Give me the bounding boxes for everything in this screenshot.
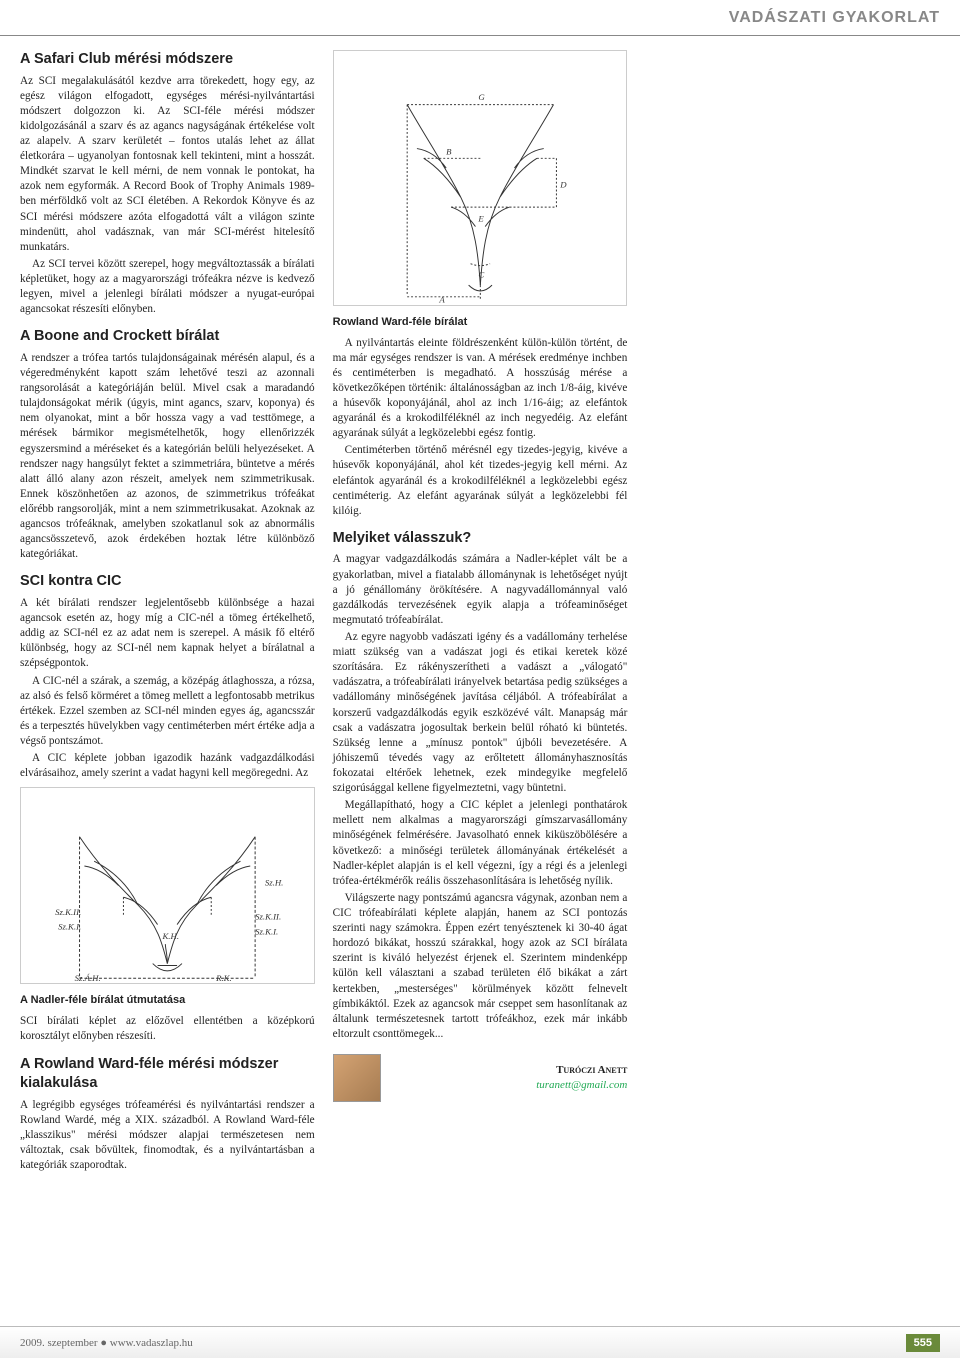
- heading-safari: A Safari Club mérési módszere: [20, 50, 315, 70]
- para-9: Centiméterben történő mérésnél egy tized…: [333, 443, 628, 519]
- label-szk1: Sz.K.I.: [58, 922, 81, 932]
- label-szah: Sz.Á.H.: [75, 973, 101, 983]
- label-d: D: [559, 180, 567, 190]
- heading-sci-cic: SCI kontra CIC: [20, 572, 315, 592]
- para-2: Az SCI tervei között szerepel, hogy megv…: [20, 257, 315, 317]
- para-5: A CIC-nél a szárak, a szemág, a középág …: [20, 674, 315, 750]
- nadler-diagram: Sz.K.II. Sz.K.I. Sz.Á.H. K.H. R.K. Sz.H.…: [20, 787, 315, 984]
- footer-page: 555: [906, 1334, 940, 1352]
- label-rk: R.K.: [215, 973, 232, 983]
- para-12: Megállapítható, hogy a CIC képlet a jele…: [333, 798, 628, 889]
- label-b: B: [446, 146, 452, 156]
- para-7: A legrégibb egységes trófeamérési és nyi…: [20, 1098, 315, 1174]
- para-11: Az egyre nagyobb vadászati igény és a va…: [333, 630, 628, 796]
- footer: 2009. szeptember ● www.vadaszlap.hu 555: [0, 1326, 960, 1358]
- heading-boone: A Boone and Crockett bírálat: [20, 327, 315, 347]
- author-name: Turóczi Anett: [389, 1063, 628, 1078]
- rowland-diagram: G B D E C A: [333, 50, 628, 306]
- nadler-caption: A Nadler-féle bírálat útmutatása: [20, 993, 315, 1008]
- footer-url: www.vadaszlap.hu: [110, 1337, 193, 1349]
- para-8: A nyilvántartás eleinte földrészenként k…: [333, 336, 628, 442]
- label-g: G: [478, 92, 485, 102]
- heading-melyiket: Melyiket válasszuk?: [333, 529, 628, 549]
- author-text: Turóczi Anett turanett@gmail.com: [389, 1063, 628, 1093]
- header-band: VADÁSZATI GYAKORLAT: [0, 0, 960, 36]
- para-1: Az SCI megalakulásától kezdve arra törek…: [20, 74, 315, 255]
- para-6b: SCI bírálati képlet az előzővel ellentét…: [20, 1014, 315, 1044]
- label-szk1r: Sz.K.I.: [255, 927, 278, 937]
- author-photo: [333, 1054, 381, 1102]
- header-category: VADÁSZATI GYAKORLAT: [729, 9, 940, 27]
- label-c: C: [478, 269, 484, 279]
- rowland-caption: Rowland Ward-féle bírálat: [333, 315, 628, 330]
- label-a: A: [438, 295, 445, 305]
- label-kh: K.H.: [161, 931, 179, 941]
- para-10: A magyar vadgazdálkodás számára a Nadler…: [333, 552, 628, 628]
- heading-rowland: A Rowland Ward-féle mérési módszer kiala…: [20, 1055, 315, 1094]
- para-13: Világszerte nagy pontszámú agancsra vágy…: [333, 891, 628, 1042]
- figure-rowland: G B D E C A Rowland Ward-féle bírálat: [333, 50, 628, 330]
- para-6a: A CIC képlete jobban igazodik hazánk vad…: [20, 751, 315, 781]
- label-szk2: Sz.K.II.: [55, 907, 81, 917]
- label-szk2r: Sz.K.II.: [255, 912, 281, 922]
- para-3: A rendszer a trófea tartós tulajdonságai…: [20, 351, 315, 563]
- author-email: turanett@gmail.com: [389, 1078, 628, 1093]
- label-e: E: [477, 214, 484, 224]
- author-box: Turóczi Anett turanett@gmail.com: [333, 1054, 628, 1102]
- para-4: A két bírálati rendszer legjelentősebb k…: [20, 596, 315, 672]
- figure-nadler: Sz.K.II. Sz.K.I. Sz.Á.H. K.H. R.K. Sz.H.…: [20, 787, 315, 1008]
- article-body: A Safari Club mérési módszere Az SCI meg…: [20, 50, 940, 1318]
- footer-date: 2009. szeptember: [20, 1337, 98, 1349]
- footer-bullet: ●: [100, 1337, 109, 1349]
- footer-left: 2009. szeptember ● www.vadaszlap.hu: [20, 1337, 193, 1349]
- label-szh: Sz.H.: [265, 878, 284, 888]
